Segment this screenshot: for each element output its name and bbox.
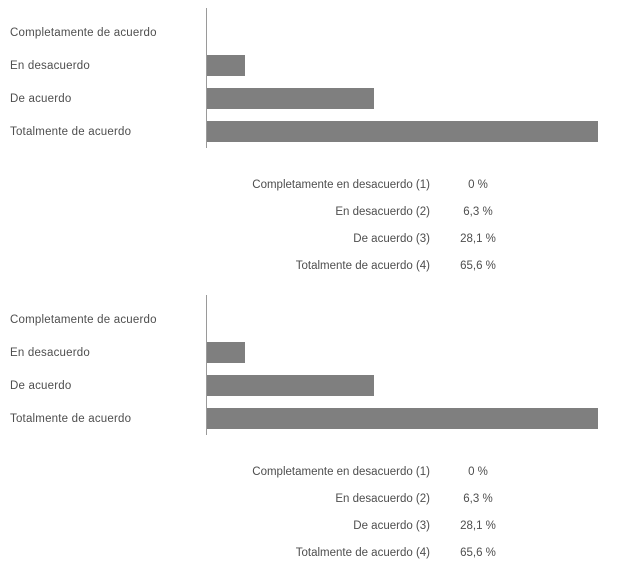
category-label: Totalmente de acuerdo bbox=[10, 125, 132, 138]
chart-row: Totalmente de acuerdo bbox=[0, 402, 624, 435]
bar bbox=[207, 408, 598, 429]
legend-label: En desacuerdo (2) bbox=[335, 492, 430, 505]
legend-row: Totalmente de acuerdo (4) 65,6 % bbox=[0, 252, 526, 279]
y-axis-line bbox=[206, 8, 207, 148]
chart-row: En desacuerdo bbox=[0, 49, 624, 82]
legend-value: 28,1 % bbox=[460, 232, 496, 245]
bar bbox=[207, 88, 375, 109]
legend-row: Totalmente de acuerdo (4) 65,6 % bbox=[0, 539, 526, 566]
category-label: Completamente de acuerdo bbox=[10, 313, 157, 326]
chart-row: De acuerdo bbox=[0, 369, 624, 402]
y-axis-line bbox=[206, 295, 207, 435]
category-label: En desacuerdo bbox=[10, 346, 90, 359]
legend-label: Totalmente de acuerdo (4) bbox=[295, 259, 430, 272]
legend-row: Completamente en desacuerdo (1) 0 % bbox=[0, 171, 526, 198]
legend-row: De acuerdo (3) 28,1 % bbox=[0, 225, 526, 252]
category-label: Completamente de acuerdo bbox=[10, 26, 157, 39]
category-label: Totalmente de acuerdo bbox=[10, 412, 132, 425]
legend-value: 28,1 % bbox=[460, 519, 496, 532]
plot-area bbox=[207, 82, 624, 115]
legend-table-bottom: Completamente en desacuerdo (1) 0 % En d… bbox=[0, 458, 526, 566]
plot-area bbox=[207, 303, 624, 336]
plot-area bbox=[207, 402, 624, 435]
legend-row: De acuerdo (3) 28,1 % bbox=[0, 512, 526, 539]
plot-area bbox=[207, 49, 624, 82]
category-label: De acuerdo bbox=[10, 379, 72, 392]
chart-row: De acuerdo bbox=[0, 82, 624, 115]
bar-chart-bottom: Completamente de acuerdo En desacuerdo D… bbox=[0, 295, 624, 435]
legend-row: En desacuerdo (2) 6,3 % bbox=[0, 485, 526, 512]
plot-area bbox=[207, 369, 624, 402]
legend-value: 6,3 % bbox=[463, 205, 493, 218]
legend-label: Completamente en desacuerdo (1) bbox=[252, 465, 430, 478]
chart-row: Completamente de acuerdo bbox=[0, 16, 624, 49]
legend-value: 0 % bbox=[468, 178, 488, 191]
legend-row: Completamente en desacuerdo (1) 0 % bbox=[0, 458, 526, 485]
legend-value: 0 % bbox=[468, 465, 488, 478]
legend-value: 65,6 % bbox=[460, 259, 496, 272]
chart-row: En desacuerdo bbox=[0, 336, 624, 369]
legend-label: De acuerdo (3) bbox=[353, 232, 430, 245]
legend-label: Completamente en desacuerdo (1) bbox=[252, 178, 430, 191]
legend-label: En desacuerdo (2) bbox=[335, 205, 430, 218]
bar bbox=[207, 55, 245, 76]
category-label: En desacuerdo bbox=[10, 59, 90, 72]
category-label: De acuerdo bbox=[10, 92, 72, 105]
bar bbox=[207, 375, 375, 396]
chart-rows: Completamente de acuerdo En desacuerdo D… bbox=[0, 8, 624, 148]
legend-row: En desacuerdo (2) 6,3 % bbox=[0, 198, 526, 225]
chart-rows: Completamente de acuerdo En desacuerdo D… bbox=[0, 295, 624, 435]
bar bbox=[207, 342, 245, 363]
legend-table-top: Completamente en desacuerdo (1) 0 % En d… bbox=[0, 171, 526, 279]
chart-row: Completamente de acuerdo bbox=[0, 303, 624, 336]
plot-area bbox=[207, 336, 624, 369]
legend-value: 6,3 % bbox=[463, 492, 493, 505]
plot-area bbox=[207, 16, 624, 49]
chart-row: Totalmente de acuerdo bbox=[0, 115, 624, 148]
plot-area bbox=[207, 115, 624, 148]
legend-label: De acuerdo (3) bbox=[353, 519, 430, 532]
legend-value: 65,6 % bbox=[460, 546, 496, 559]
legend-label: Totalmente de acuerdo (4) bbox=[295, 546, 430, 559]
bar bbox=[207, 121, 598, 142]
bar-chart-top: Completamente de acuerdo En desacuerdo D… bbox=[0, 8, 624, 148]
